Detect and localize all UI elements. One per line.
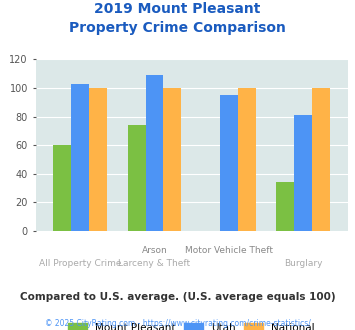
Bar: [238, 88, 256, 231]
Bar: [146, 75, 163, 231]
Bar: [53, 145, 71, 231]
Text: Property Crime Comparison: Property Crime Comparison: [69, 21, 286, 35]
Text: Larceny & Theft: Larceny & Theft: [119, 259, 191, 268]
Bar: [220, 95, 238, 231]
Text: Motor Vehicle Theft: Motor Vehicle Theft: [185, 246, 273, 255]
Bar: [71, 84, 89, 231]
Bar: [312, 88, 330, 231]
Text: © 2025 CityRating.com - https://www.cityrating.com/crime-statistics/: © 2025 CityRating.com - https://www.city…: [45, 319, 310, 328]
Text: All Property Crime: All Property Crime: [39, 259, 121, 268]
Bar: [294, 115, 312, 231]
Bar: [89, 88, 107, 231]
Bar: [163, 88, 181, 231]
Legend: Mount Pleasant, Utah, National: Mount Pleasant, Utah, National: [64, 318, 319, 330]
Text: Compared to U.S. average. (U.S. average equals 100): Compared to U.S. average. (U.S. average …: [20, 292, 335, 302]
Text: Burglary: Burglary: [284, 259, 323, 268]
Bar: [277, 182, 294, 231]
Text: Arson: Arson: [142, 246, 168, 255]
Bar: [128, 125, 146, 231]
Text: 2019 Mount Pleasant: 2019 Mount Pleasant: [94, 2, 261, 16]
